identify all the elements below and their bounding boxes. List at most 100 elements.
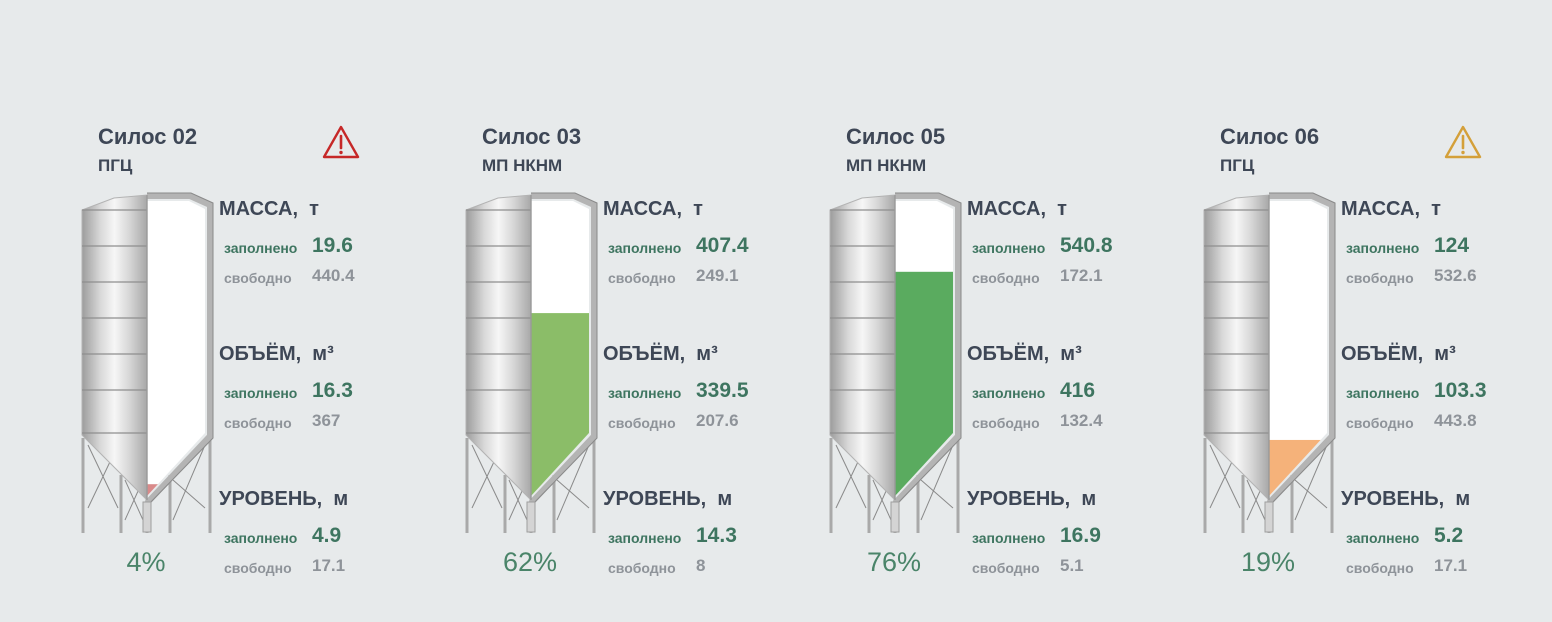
level-label: УРОВЕНЬ,: [603, 488, 707, 510]
level-free-value: 17.1: [1434, 556, 1468, 575]
mass-filled-label: заполнено: [608, 240, 682, 256]
volume-section-title: ОБЪЁМ, м³: [603, 343, 718, 366]
silo-panel[interactable]: Силос 02 ПГЦ: [80, 0, 460, 622]
silo-material: ПГЦ: [1220, 156, 1255, 175]
silo-panel[interactable]: Силос 03 МП НКНМ: [464, 0, 844, 622]
volume-free-value: 367: [312, 411, 341, 430]
volume-filled-value: 339.5: [696, 379, 749, 402]
volume-filled-value: 416: [1060, 379, 1096, 402]
level-unit: м: [717, 488, 733, 510]
volume-section-title: ОБЪЁМ, м³: [1341, 343, 1456, 366]
volume-section-title: ОБЪЁМ, м³: [219, 343, 334, 366]
silo-illustration: [465, 192, 598, 533]
silo-fill-level: [895, 271, 953, 496]
mass-unit: т: [1057, 198, 1067, 220]
mass-label: МАССА,: [967, 198, 1046, 220]
volume-free-value: 207.6: [696, 411, 739, 430]
volume-filled-label: заполнено: [224, 385, 298, 401]
volume-filled-label: заполнено: [1346, 385, 1420, 401]
warning-triangle-icon[interactable]: [1443, 124, 1483, 160]
volume-label: ОБЪЁМ,: [219, 343, 302, 365]
level-unit: м: [333, 488, 349, 510]
silo-illustration: [829, 192, 962, 533]
volume-free-value: 443.8: [1434, 411, 1477, 430]
volume-free-value: 132.4: [1060, 411, 1103, 430]
level-section-title: УРОВЕНЬ, м: [219, 488, 348, 511]
silo-panel[interactable]: Силос 05 МП НКНМ: [828, 0, 1208, 622]
level-label: УРОВЕНЬ,: [967, 488, 1071, 510]
fill-percentage: 62%: [502, 547, 558, 577]
warning-triangle-icon[interactable]: [321, 124, 361, 160]
mass-unit: т: [693, 198, 703, 220]
level-unit: м: [1081, 488, 1097, 510]
mass-free-value: 440.4: [312, 266, 355, 285]
mass-free-value: 532.6: [1434, 266, 1477, 285]
silo-title: Силос 03: [482, 124, 582, 149]
silo-panel[interactable]: Силос 06 ПГЦ: [1202, 0, 1552, 622]
mass-unit: т: [1431, 198, 1441, 220]
silo-title: Силос 05: [846, 124, 946, 149]
silo-material: ПГЦ: [98, 156, 133, 175]
mass-free-label: свободно: [608, 270, 676, 286]
volume-filled-label: заполнено: [972, 385, 1046, 401]
level-section-title: УРОВЕНЬ, м: [967, 488, 1096, 511]
level-free-label: свободно: [972, 560, 1040, 576]
level-filled-label: заполнено: [1346, 530, 1420, 546]
silo-illustration: [81, 192, 214, 533]
mass-filled-value: 124: [1434, 234, 1470, 257]
level-filled-value: 5.2: [1434, 524, 1464, 547]
volume-filled-label: заполнено: [608, 385, 682, 401]
level-free-label: свободно: [224, 560, 292, 576]
silo-title: Силос 06: [1220, 124, 1320, 149]
volume-free-label: свободно: [1346, 415, 1414, 431]
mass-label: МАССА,: [603, 198, 682, 220]
level-filled-value: 16.9: [1060, 524, 1101, 547]
volume-unit: м³: [696, 343, 718, 365]
silo-material: МП НКНМ: [846, 156, 927, 175]
level-free-label: свободно: [608, 560, 676, 576]
mass-section-title: МАССА, т: [967, 198, 1067, 221]
mass-filled-label: заполнено: [972, 240, 1046, 256]
mass-section-title: МАССА, т: [1341, 198, 1441, 221]
volume-label: ОБЪЁМ,: [603, 343, 686, 365]
mass-filled-label: заполнено: [1346, 240, 1420, 256]
volume-label: ОБЪЁМ,: [967, 343, 1050, 365]
volume-label: ОБЪЁМ,: [1341, 343, 1424, 365]
volume-unit: м³: [312, 343, 334, 365]
mass-filled-value: 19.6: [312, 234, 353, 257]
mass-filled-value: 540.8: [1060, 234, 1113, 257]
level-section-title: УРОВЕНЬ, м: [1341, 488, 1470, 511]
mass-free-label: свободно: [1346, 270, 1414, 286]
level-label: УРОВЕНЬ,: [1341, 488, 1445, 510]
volume-filled-value: 16.3: [312, 379, 353, 402]
mass-free-label: свободно: [224, 270, 292, 286]
level-section-title: УРОВЕНЬ, м: [603, 488, 732, 511]
mass-unit: т: [309, 198, 319, 220]
mass-label: МАССА,: [219, 198, 298, 220]
volume-free-label: свободно: [972, 415, 1040, 431]
volume-unit: м³: [1434, 343, 1456, 365]
level-filled-label: заполнено: [608, 530, 682, 546]
silo-material: МП НКНМ: [482, 156, 563, 175]
mass-free-label: свободно: [972, 270, 1040, 286]
level-filled-value: 4.9: [312, 524, 342, 547]
level-label: УРОВЕНЬ,: [219, 488, 323, 510]
mass-label: МАССА,: [1341, 198, 1420, 220]
level-filled-value: 14.3: [696, 524, 737, 547]
volume-section-title: ОБЪЁМ, м³: [967, 343, 1082, 366]
level-filled-label: заполнено: [224, 530, 298, 546]
mass-free-value: 249.1: [696, 266, 739, 285]
level-free-value: 5.1: [1060, 556, 1084, 575]
mass-filled-value: 407.4: [696, 234, 749, 257]
mass-section-title: МАССА, т: [603, 198, 703, 221]
volume-free-label: свободно: [608, 415, 676, 431]
level-free-value: 17.1: [312, 556, 346, 575]
level-free-label: свободно: [1346, 560, 1414, 576]
level-free-value: 8: [696, 556, 706, 575]
silo-title: Силос 02: [98, 124, 198, 149]
volume-unit: м³: [1060, 343, 1082, 365]
volume-filled-value: 103.3: [1434, 379, 1487, 402]
silo-illustration: [1203, 192, 1336, 533]
mass-section-title: МАССА, т: [219, 198, 319, 221]
fill-percentage: 19%: [1240, 547, 1296, 577]
